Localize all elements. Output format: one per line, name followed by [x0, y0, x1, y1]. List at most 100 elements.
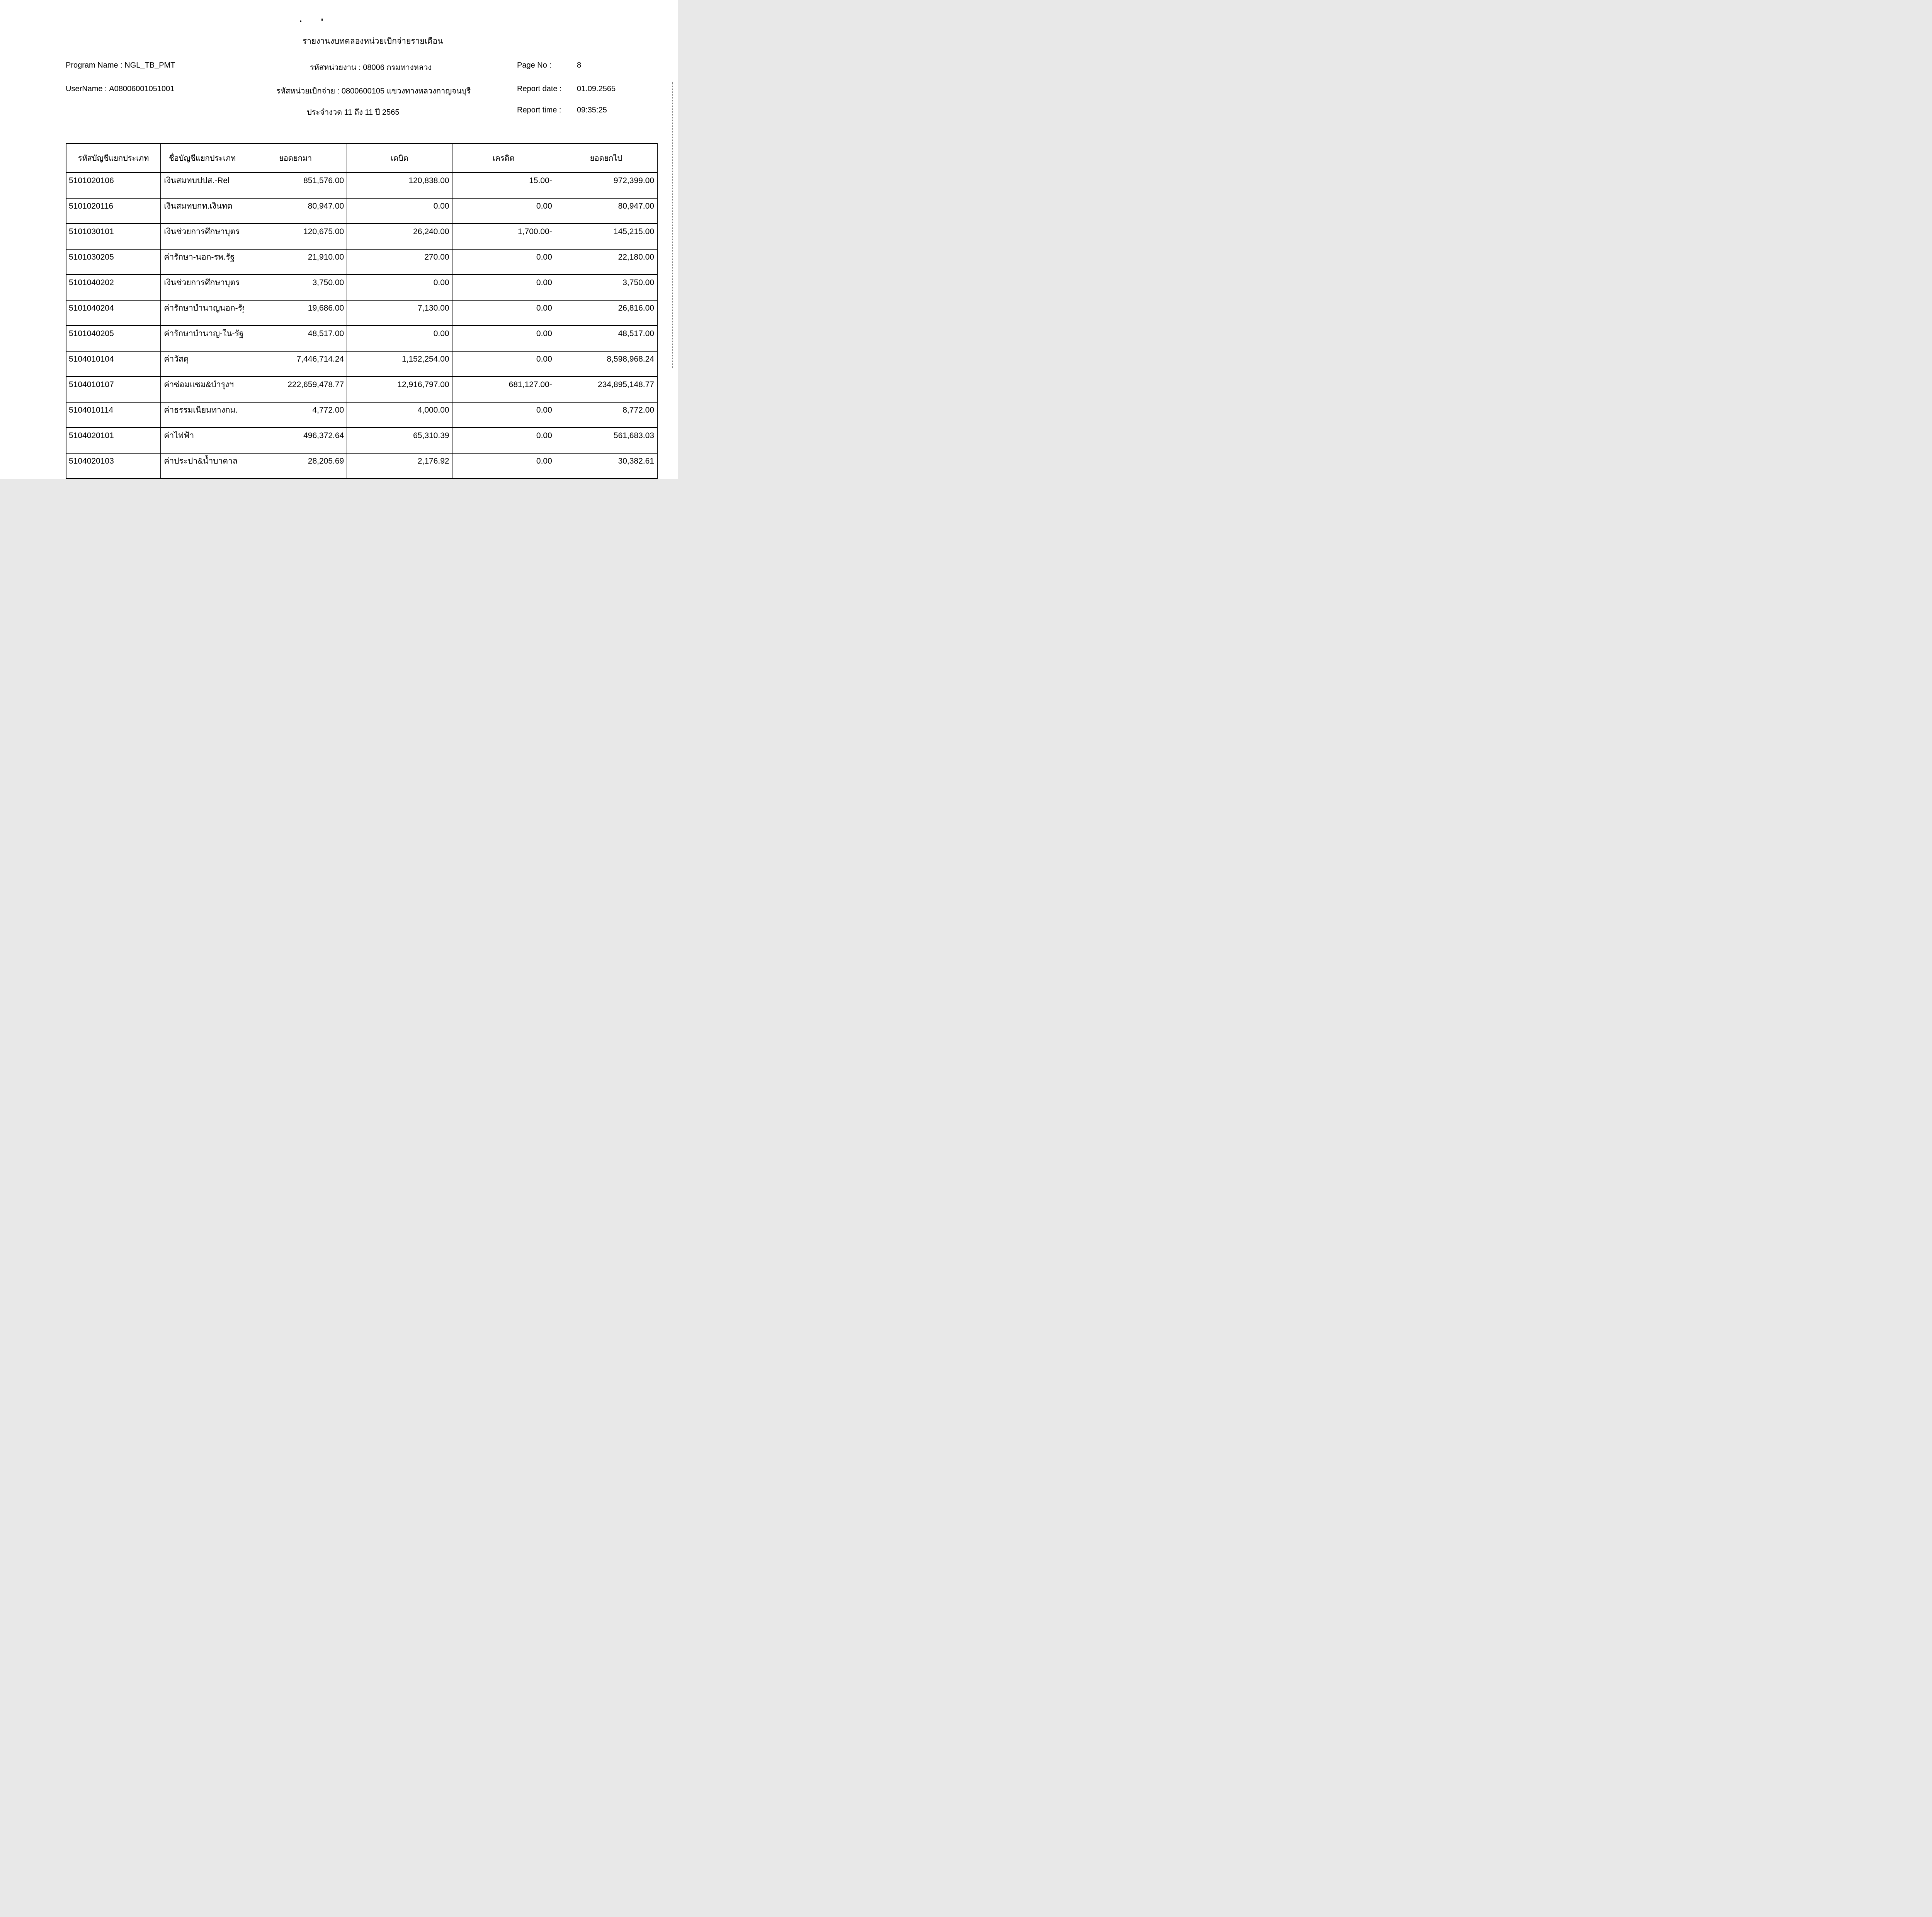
table-header-row: รหัสบัญชีแยกประเภท ชื่อบัญชีแยกประเภท ยอ… [66, 143, 658, 173]
cell-closing-balance: 48,517.00 [554, 326, 658, 352]
cell-account-name: ค่ารักษา-นอก-รพ.รัฐ [160, 249, 245, 275]
cell-credit: 0.00 [452, 198, 555, 224]
program-name-value: NGL_TB_PMT [124, 61, 175, 70]
cell-account-name: ค่าซ่อมแซม&บำรุงฯ [160, 377, 245, 403]
col-header-debit: เดบิต [347, 143, 452, 173]
cell-account-name: ค่าธรรมเนียมทางกม. [160, 402, 245, 428]
table-body: 5101020106 เงินสมทบปปส.-Rel 851,576.00 1… [66, 173, 658, 479]
cell-account-code: 5104020101 [66, 428, 161, 454]
scan-speck [321, 19, 323, 21]
cell-debit: 12,916,797.00 [347, 377, 452, 403]
cell-account-name: ค่ารักษาบำนาญ-ใน-รัฐ [160, 326, 245, 352]
report-date-label: Report date : [517, 85, 562, 93]
cell-opening-balance: 21,910.00 [244, 249, 347, 275]
cell-account-code: 5101040202 [66, 275, 161, 301]
table-row: 5101020106 เงินสมทบปปส.-Rel 851,576.00 1… [66, 173, 658, 199]
cell-credit: 0.00 [452, 326, 555, 352]
disburse-unit-line: รหัสหน่วยเบิกจ่าย : 0800600105 แขวงทางหล… [276, 87, 471, 95]
table-row: 5101020116 เงินสมทบกท.เงินทด 80,947.00 0… [66, 198, 658, 224]
table-row: 5101040204 ค่ารักษาบำนาญนอก-รัฐ 19,686.0… [66, 300, 658, 326]
cell-closing-balance: 972,399.00 [554, 173, 658, 199]
cell-credit: 0.00 [452, 351, 555, 377]
cell-opening-balance: 851,576.00 [244, 173, 347, 199]
cell-credit: 0.00 [452, 428, 555, 454]
cell-account-name: ค่าวัสดุ [160, 351, 245, 377]
cell-account-code: 5101040204 [66, 300, 161, 326]
report-date-value: 01.09.2565 [577, 85, 616, 93]
cell-opening-balance: 120,675.00 [244, 224, 347, 250]
cell-account-code: 5104020103 [66, 453, 161, 479]
cell-closing-balance: 145,215.00 [554, 224, 658, 250]
cell-credit: 681,127.00- [452, 377, 555, 403]
scan-speck [300, 20, 301, 22]
report-time-label: Report time : [517, 106, 561, 114]
cell-credit: 15.00- [452, 173, 555, 199]
username-label: UserName : [66, 85, 107, 93]
cell-credit: 0.00 [452, 275, 555, 301]
scanned-report-page: รายงานงบทดลองหน่วยเบิกจ่ายรายเดือน Progr… [0, 0, 678, 479]
program-name-label: Program Name : [66, 61, 122, 70]
cell-opening-balance: 4,772.00 [244, 402, 347, 428]
cell-account-name: เงินช่วยการศึกษาบุตร [160, 275, 245, 301]
table-header: รหัสบัญชีแยกประเภท ชื่อบัญชีแยกประเภท ยอ… [66, 143, 658, 173]
cell-account-code: 5101040205 [66, 326, 161, 352]
cell-closing-balance: 26,816.00 [554, 300, 658, 326]
username-value: A08006001051001 [109, 85, 175, 93]
report-time-value: 09:35:25 [577, 106, 607, 114]
page-no-value: 8 [577, 61, 582, 70]
table-row: 5101040205 ค่ารักษาบำนาญ-ใน-รัฐ 48,517.0… [66, 326, 658, 352]
username-line: UserName : A08006001051001 [66, 85, 174, 93]
col-header-closing-balance: ยอดยกไป [554, 143, 658, 173]
table-row: 5101030101 เงินช่วยการศึกษาบุตร 120,675.… [66, 224, 658, 250]
page-no-label: Page No : [517, 61, 551, 70]
cell-debit: 2,176.92 [347, 453, 452, 479]
cell-opening-balance: 222,659,478.77 [244, 377, 347, 403]
cell-account-name: ค่ารักษาบำนาญนอก-รัฐ [160, 300, 245, 326]
cell-debit: 1,152,254.00 [347, 351, 452, 377]
cell-account-code: 5101020106 [66, 173, 161, 199]
col-header-opening-balance: ยอดยกมา [244, 143, 347, 173]
cell-debit: 0.00 [347, 275, 452, 301]
table-row: 5104010104 ค่าวัสดุ 7,446,714.24 1,152,2… [66, 351, 658, 377]
cell-credit: 0.00 [452, 249, 555, 275]
report-title: รายงานงบทดลองหน่วยเบิกจ่ายรายเดือน [302, 37, 443, 46]
cell-debit: 65,310.39 [347, 428, 452, 454]
agency-code-line: รหัสหน่วยงาน : 08006 กรมทางหลวง [310, 63, 432, 72]
scan-edge-dots [672, 82, 673, 368]
cell-account-name: เงินสมทบปปส.-Rel [160, 173, 245, 199]
col-header-credit: เครดิต [452, 143, 555, 173]
cell-account-code: 5101020116 [66, 198, 161, 224]
trial-balance-table: รหัสบัญชีแยกประเภท ชื่อบัญชีแยกประเภท ยอ… [66, 143, 658, 479]
col-header-account-code: รหัสบัญชีแยกประเภท [66, 143, 161, 173]
cell-opening-balance: 496,372.64 [244, 428, 347, 454]
cell-debit: 4,000.00 [347, 402, 452, 428]
cell-closing-balance: 234,895,148.77 [554, 377, 658, 403]
table-row: 5104010107 ค่าซ่อมแซม&บำรุงฯ 222,659,478… [66, 377, 658, 403]
cell-account-name: เงินช่วยการศึกษาบุตร [160, 224, 245, 250]
cell-account-name: ค่าประปา&น้ำบาดาล [160, 453, 245, 479]
table-row: 5101040202 เงินช่วยการศึกษาบุตร 3,750.00… [66, 275, 658, 301]
cell-closing-balance: 30,382.61 [554, 453, 658, 479]
cell-account-name: เงินสมทบกท.เงินทด [160, 198, 245, 224]
cell-debit: 120,838.00 [347, 173, 452, 199]
cell-account-code: 5104010107 [66, 377, 161, 403]
cell-opening-balance: 7,446,714.24 [244, 351, 347, 377]
period-line: ประจำงวด 11 ถึง 11 ปี 2565 [307, 108, 400, 117]
cell-opening-balance: 80,947.00 [244, 198, 347, 224]
cell-debit: 7,130.00 [347, 300, 452, 326]
cell-account-code: 5101030101 [66, 224, 161, 250]
cell-account-code: 5101030205 [66, 249, 161, 275]
cell-closing-balance: 80,947.00 [554, 198, 658, 224]
table-row: 5101030205 ค่ารักษา-นอก-รพ.รัฐ 21,910.00… [66, 249, 658, 275]
cell-credit: 0.00 [452, 300, 555, 326]
cell-opening-balance: 19,686.00 [244, 300, 347, 326]
cell-opening-balance: 48,517.00 [244, 326, 347, 352]
cell-closing-balance: 8,598,968.24 [554, 351, 658, 377]
cell-closing-balance: 561,683.03 [554, 428, 658, 454]
cell-account-code: 5104010104 [66, 351, 161, 377]
table-row: 5104020103 ค่าประปา&น้ำบาดาล 28,205.69 2… [66, 453, 658, 479]
cell-debit: 270.00 [347, 249, 452, 275]
cell-closing-balance: 22,180.00 [554, 249, 658, 275]
table-row: 5104010114 ค่าธรรมเนียมทางกม. 4,772.00 4… [66, 402, 658, 428]
cell-account-name: ค่าไฟฟ้า [160, 428, 245, 454]
